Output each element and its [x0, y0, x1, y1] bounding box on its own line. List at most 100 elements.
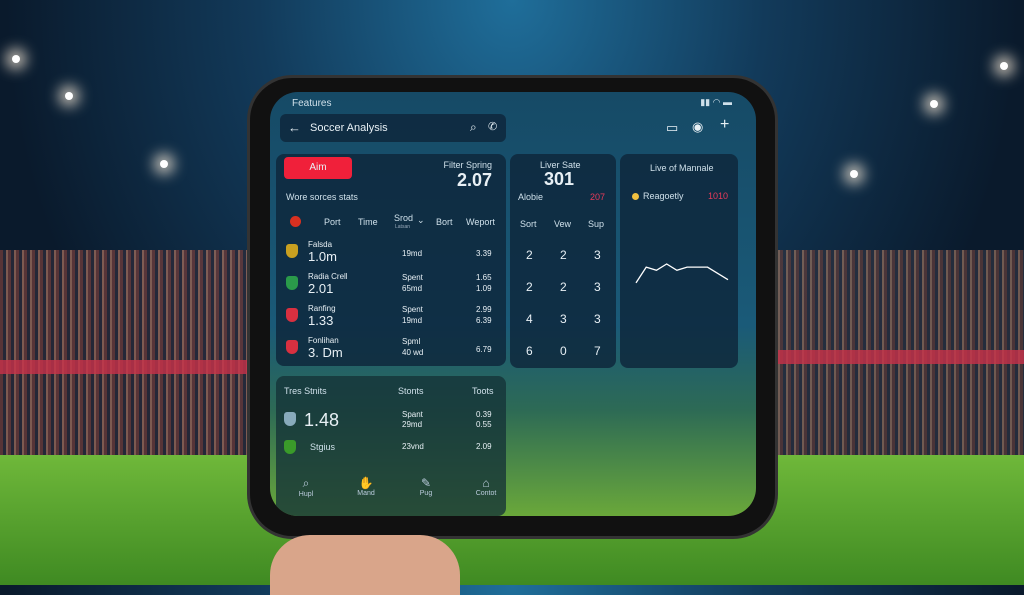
- floodlight: [1000, 62, 1008, 70]
- col-port[interactable]: Port: [324, 217, 341, 227]
- row-right: 6.79: [476, 345, 492, 354]
- bottom-row-value: Stgius: [310, 442, 336, 452]
- grid-cell: 6: [526, 344, 533, 358]
- floodlight: [930, 100, 938, 108]
- bottom-row-mid: Spant: [402, 410, 423, 419]
- page-title: Soccer Analysis: [310, 122, 388, 134]
- bottom-row-right: 0.55: [476, 420, 492, 429]
- team-badge-icon: [286, 276, 298, 290]
- col-srod-sub: Latsan: [395, 224, 411, 230]
- col-time[interactable]: Time: [358, 217, 378, 227]
- sort-chevron-icon[interactable]: ⌄: [417, 215, 425, 225]
- live-col-header: Sort: [520, 219, 537, 229]
- main-stats-card: Aim Filter Spring 2.07 Wore sorces stats…: [276, 154, 506, 366]
- grid-cell: 3: [594, 248, 601, 262]
- grid-cell: 2: [560, 248, 567, 262]
- bottom-title: Tres Stnits: [284, 386, 327, 396]
- nav-item-pug[interactable]: ✎ Pug: [406, 476, 446, 497]
- grid-cell: 2: [526, 248, 533, 262]
- hand: [270, 535, 460, 595]
- phone-icon[interactable]: ✆: [488, 121, 498, 133]
- cast-icon[interactable]: ▭: [666, 120, 679, 135]
- nav-item-mand[interactable]: ✋ Mand: [346, 476, 386, 497]
- grid-cell: 3: [594, 312, 601, 326]
- team-name: Falsda: [308, 240, 333, 249]
- bottom-col3: Toots: [472, 386, 494, 396]
- edit-icon: ✎: [420, 476, 432, 490]
- banner-left: [0, 360, 250, 374]
- crowd-right: [764, 250, 1024, 480]
- team-name: Radia Crell: [308, 272, 348, 281]
- team-badge-icon: [286, 308, 298, 322]
- status-title: Features: [292, 98, 332, 109]
- app-header: ← Soccer Analysis ⌕ ✆: [280, 114, 506, 142]
- sub-label: Alobie: [518, 192, 544, 202]
- team-icon: [290, 216, 301, 227]
- nav-label: Contot: [475, 490, 497, 497]
- chart-card: Live of Mannale Reagoetly 1010: [620, 154, 738, 368]
- grid-cell: 3: [594, 280, 601, 294]
- banner-right: [774, 350, 1024, 364]
- team-name: Fonlihan: [308, 336, 339, 345]
- bottom-row-mid: 29md: [402, 420, 423, 429]
- search-icon: ⌕: [302, 476, 310, 490]
- bottom-col2: Stonts: [398, 386, 424, 396]
- shield-icon: [284, 412, 296, 426]
- card-subtitle: Wore sorces stats: [286, 192, 358, 202]
- grid-cell: 7: [594, 344, 601, 358]
- sub-value: 207: [590, 192, 606, 202]
- home-icon: ⌂: [482, 476, 490, 490]
- team-value: 3. Dm: [308, 345, 343, 360]
- grid-cell: 2: [526, 280, 533, 294]
- row-right: 3.39: [476, 249, 492, 258]
- grid-cell: 3: [560, 312, 567, 326]
- filter-value: 2.07: [456, 170, 492, 190]
- col-weport[interactable]: Weport: [466, 217, 495, 227]
- col-bort[interactable]: Bort: [436, 217, 453, 227]
- grid-cell: 2: [560, 280, 567, 294]
- live-col-header: Vew: [554, 219, 572, 229]
- chart-title: Live of Mannale: [650, 163, 714, 173]
- row-mid: Spml: [402, 337, 421, 346]
- tablet-screen: Features ▮▮ ◠ ▬ ← Soccer Analysis ⌕ ✆ ▭ …: [270, 92, 756, 516]
- bottom-stats-card: Tres Stnits Stonts Toots 1.48 Spant 29md…: [276, 376, 506, 516]
- live-state-card: Liver Sate 301 Alobie 207 Sort Vew Sup 2 2 3 2…: [510, 154, 616, 368]
- row-mid: 19md: [402, 316, 423, 325]
- legend-dot-icon: [632, 193, 639, 200]
- back-arrow-icon[interactable]: ←: [288, 120, 301, 135]
- live-label: Liver Sate: [540, 160, 581, 170]
- chart-line: [635, 263, 729, 284]
- team-badge-icon: [286, 244, 298, 258]
- aim-button[interactable]: Aim: [284, 157, 352, 179]
- legend-value: 1010: [708, 191, 729, 201]
- line-chart: [635, 263, 729, 284]
- bottom-row-right: 0.39: [476, 410, 492, 419]
- add-icon[interactable]: +: [720, 116, 730, 133]
- nav-label: Pug: [419, 490, 433, 497]
- team-badge-icon: [286, 340, 298, 354]
- status-icons: ▮▮ ◠ ▬: [700, 97, 732, 107]
- team-name: Ranfing: [308, 304, 336, 313]
- nav-label: Mand: [357, 490, 375, 497]
- live-col-header: Sup: [588, 219, 605, 229]
- row-mid: 40 wd: [402, 348, 424, 357]
- team-value: 1.0m: [308, 249, 337, 264]
- row-mid: Spent: [402, 273, 423, 282]
- nav-item-contot[interactable]: ⌂ Contot: [466, 476, 506, 497]
- record-icon[interactable]: ◉: [692, 119, 704, 134]
- nav-label: Hupl: [298, 491, 314, 498]
- row-right: 6.39: [476, 316, 492, 325]
- col-srod[interactable]: Srod: [394, 213, 414, 223]
- bottom-row-value: 1.48: [304, 410, 340, 430]
- floodlight: [12, 55, 20, 63]
- bottom-row-right: 2.09: [476, 442, 492, 451]
- team-value: 2.01: [308, 281, 334, 296]
- search-icon[interactable]: ⌕: [470, 120, 477, 134]
- grid-cell: 0: [560, 344, 567, 358]
- row-right: 1.09: [476, 284, 492, 293]
- floodlight: [160, 160, 168, 168]
- row-right: 1.65: [476, 273, 492, 282]
- bottom-row-mid: 23vnd: [402, 442, 424, 451]
- floodlight: [65, 92, 73, 100]
- nav-item-hupl[interactable]: ⌕ Hupl: [286, 476, 326, 498]
